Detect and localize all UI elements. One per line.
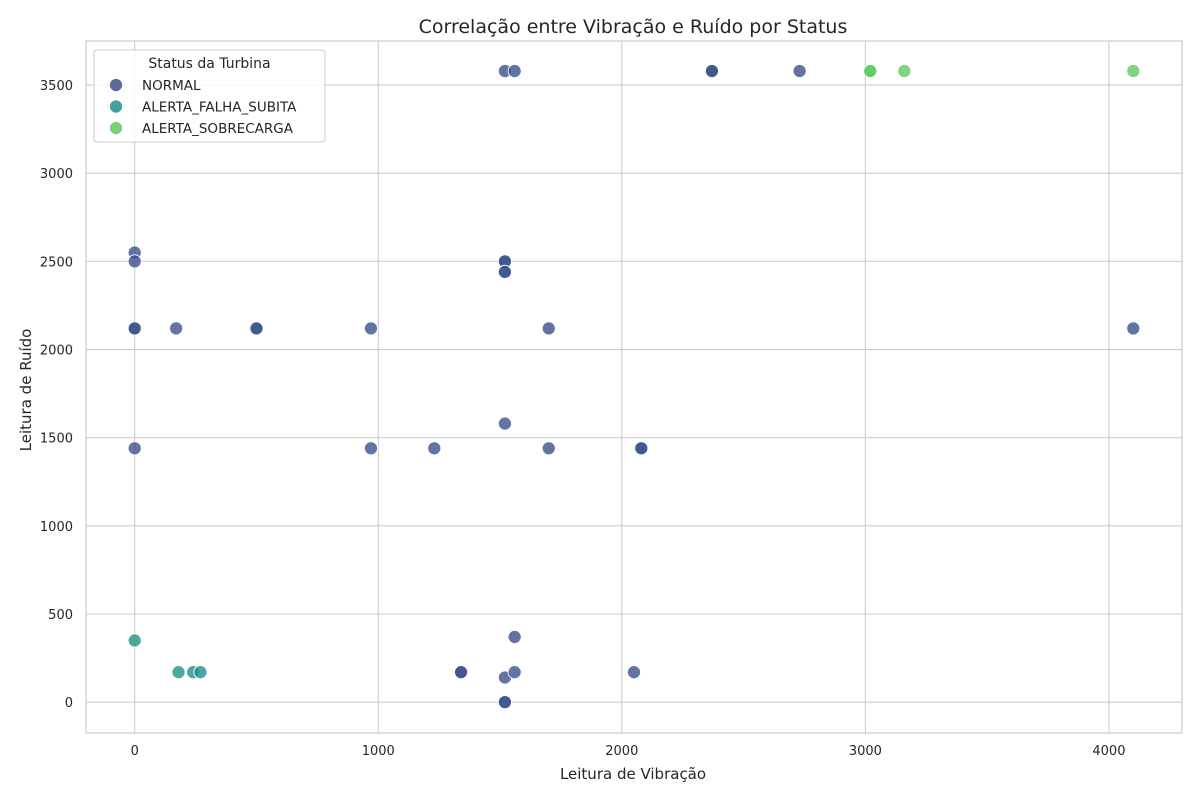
legend-entry-label: NORMAL: [142, 78, 201, 94]
data-points: [127, 63, 1141, 710]
data-point-normal: [507, 63, 522, 79]
x-tick-label: 0: [131, 744, 139, 759]
data-point-normal: [541, 321, 556, 336]
y-tick-label: 2500: [40, 255, 73, 270]
legend-title: Status da Turbina: [148, 56, 270, 72]
data-point-normal: [127, 254, 142, 269]
legend-entry-label: ALERTA_FALHA_SUBITA: [142, 100, 297, 116]
legend: Status da Turbina NORMAL ALERTA_FALHA_SUBI…: [93, 49, 326, 143]
y-tick-label: 500: [48, 608, 73, 623]
data-point-normal: [792, 63, 807, 79]
y-tick-label: 1000: [40, 520, 73, 535]
x-tick-label: 2000: [605, 744, 638, 759]
grid: [86, 41, 1182, 733]
plot-area: [86, 41, 1182, 733]
data-point-alerta-falha-subita: [171, 665, 186, 680]
legend-box: [93, 49, 326, 143]
data-point-normal: [634, 441, 649, 456]
data-point-normal: [497, 695, 512, 710]
data-point-normal: [497, 416, 512, 431]
data-point-normal: [363, 321, 379, 336]
data-point-alerta-falha-subita: [127, 633, 142, 648]
y-tick-label: 3000: [40, 167, 73, 182]
data-point-normal: [127, 441, 142, 456]
legend-marker: [108, 99, 124, 114]
y-tick-label: 1500: [40, 432, 73, 447]
data-point-normal: [541, 441, 556, 456]
x-axis-label: Leitura de Vibração: [560, 765, 706, 783]
y-axis-label: Leitura de Ruído: [17, 329, 35, 452]
data-point-alerta-sobrecarga: [863, 63, 878, 79]
x-tick-label: 4000: [1092, 744, 1125, 759]
data-point-normal: [127, 321, 142, 336]
y-tick-labels: 0 500 1000 1500 2000 2500 3000 3500: [40, 79, 73, 711]
data-point-normal: [249, 321, 264, 336]
data-point-normal: [497, 264, 512, 280]
x-tick-label: 1000: [362, 744, 395, 759]
data-point-alerta-sobrecarga: [897, 63, 912, 79]
data-point-alerta-sobrecarga: [1126, 63, 1141, 79]
data-point-normal: [454, 665, 469, 680]
chart-title: Correlação entre Vibração e Ruído por St…: [419, 16, 848, 38]
y-tick-label: 0: [65, 696, 73, 711]
x-tick-labels: 0 1000 2000 3000 4000: [131, 744, 1126, 759]
legend-marker: [108, 77, 124, 93]
data-point-normal: [507, 629, 522, 644]
data-point-normal: [704, 63, 719, 79]
data-point-normal: [507, 665, 522, 680]
data-point-normal: [1126, 321, 1141, 336]
plot-frame: [85, 40, 1183, 734]
y-tick-label: 2000: [40, 344, 73, 359]
data-point-alerta-falha-subita: [193, 665, 208, 680]
data-point-normal: [626, 665, 642, 680]
data-point-normal: [427, 441, 442, 456]
x-tick-label: 3000: [849, 744, 882, 759]
legend-marker: [108, 120, 124, 136]
y-tick-label: 3500: [40, 79, 73, 94]
data-point-normal: [169, 321, 184, 336]
data-point-normal: [363, 441, 379, 456]
legend-entry-label: ALERTA_SOBRECARGA: [142, 121, 294, 137]
